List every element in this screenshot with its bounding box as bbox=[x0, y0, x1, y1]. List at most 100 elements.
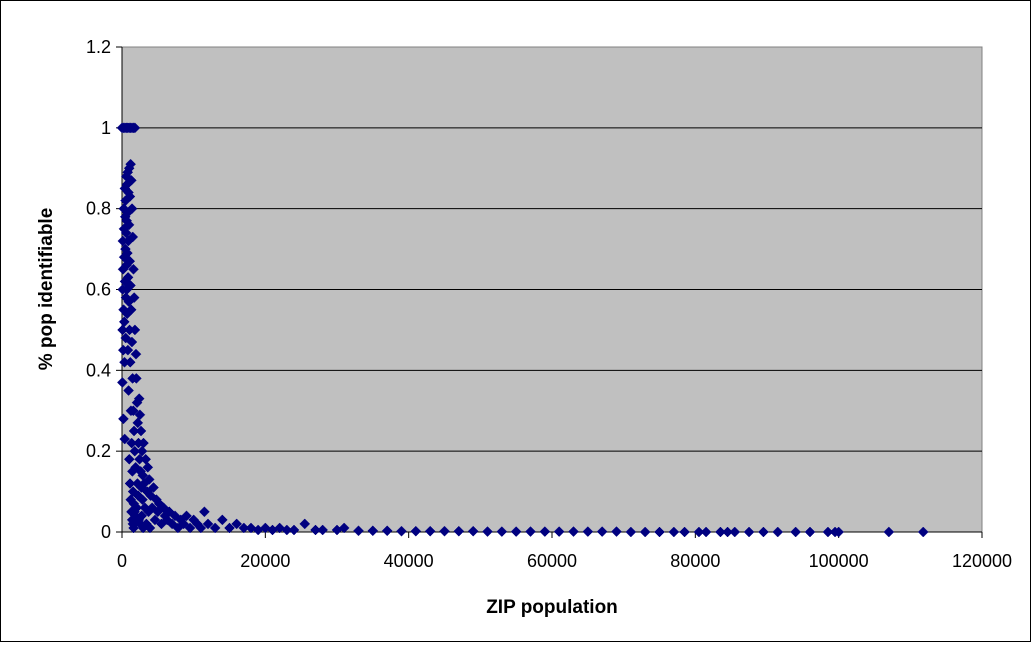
data-point bbox=[127, 405, 139, 417]
data-point bbox=[125, 280, 136, 291]
data-point bbox=[772, 526, 784, 538]
data-point bbox=[496, 526, 508, 537]
data-point bbox=[142, 461, 154, 473]
data-point bbox=[310, 524, 321, 536]
data-point bbox=[126, 203, 138, 215]
data-point bbox=[125, 304, 137, 316]
data-point bbox=[639, 526, 651, 538]
data-point bbox=[668, 526, 680, 538]
data-point bbox=[539, 526, 551, 537]
data-point bbox=[353, 525, 364, 537]
x-tick-label: 100000 bbox=[809, 551, 869, 571]
data-point bbox=[122, 247, 133, 259]
data-point bbox=[119, 433, 131, 445]
data-point bbox=[317, 524, 329, 536]
data-point bbox=[124, 255, 136, 267]
data-point bbox=[790, 526, 802, 538]
y-tick-label: 0.4 bbox=[86, 360, 111, 380]
x-axis-label: ZIP population bbox=[486, 597, 618, 618]
y-tick-label: 0.6 bbox=[86, 280, 111, 300]
data-point bbox=[148, 482, 159, 493]
data-point bbox=[700, 526, 712, 538]
y-tick-label: 1.2 bbox=[86, 37, 111, 57]
data-point bbox=[338, 522, 350, 534]
data-point bbox=[568, 526, 579, 537]
data-point bbox=[553, 526, 565, 537]
data-point bbox=[453, 525, 465, 537]
data-point bbox=[136, 510, 148, 522]
data-point bbox=[917, 526, 929, 538]
x-tick-label: 60000 bbox=[527, 551, 577, 571]
data-point bbox=[693, 526, 705, 538]
data-point bbox=[202, 518, 214, 530]
data-point bbox=[132, 417, 144, 429]
x-tick-label: 0 bbox=[117, 551, 127, 571]
data-point bbox=[367, 525, 379, 537]
data-point bbox=[144, 522, 156, 534]
data-point bbox=[238, 522, 250, 534]
data-point bbox=[118, 316, 130, 328]
data-point bbox=[128, 292, 140, 303]
data-point bbox=[288, 524, 300, 536]
data-point bbox=[130, 348, 142, 360]
data-point bbox=[178, 518, 189, 530]
data-point bbox=[654, 526, 665, 538]
data-point bbox=[125, 175, 137, 186]
data-point bbox=[124, 191, 136, 202]
x-tick-label: 20000 bbox=[240, 551, 290, 571]
data-point bbox=[833, 526, 845, 538]
data-point bbox=[281, 524, 293, 536]
data-point bbox=[123, 385, 134, 396]
x-axis-ticks: 0 20000 40000 60000 80000 100000 120000 bbox=[117, 532, 1012, 571]
data-point bbox=[128, 263, 139, 275]
data-point bbox=[138, 437, 149, 449]
data-point bbox=[143, 474, 155, 485]
data-point bbox=[117, 377, 128, 388]
data-point bbox=[124, 356, 136, 368]
y-tick-label: 0 bbox=[101, 522, 111, 542]
data-point bbox=[129, 445, 141, 457]
data-point bbox=[722, 526, 733, 538]
data-point bbox=[743, 526, 755, 538]
data-point bbox=[679, 526, 690, 538]
data-point bbox=[130, 373, 142, 384]
data-point bbox=[123, 219, 135, 231]
y-axis-label: % pop identifiable bbox=[36, 208, 57, 371]
data-point bbox=[133, 393, 145, 404]
data-point bbox=[224, 522, 235, 534]
data-point bbox=[126, 336, 138, 348]
data-point bbox=[137, 494, 148, 506]
data-point bbox=[467, 525, 479, 537]
data-point bbox=[127, 231, 139, 243]
data-point bbox=[611, 526, 622, 537]
data-point bbox=[758, 526, 769, 538]
data-point bbox=[149, 514, 161, 526]
data-points bbox=[116, 122, 929, 538]
data-point bbox=[209, 522, 221, 534]
data-point bbox=[216, 514, 228, 526]
data-point bbox=[163, 506, 175, 518]
data-point bbox=[123, 453, 135, 465]
data-point bbox=[135, 425, 147, 437]
x-tick-label: 120000 bbox=[952, 551, 1012, 571]
data-point bbox=[729, 526, 741, 538]
y-tick-label: 0.2 bbox=[86, 441, 111, 461]
data-point bbox=[883, 526, 895, 538]
data-point bbox=[184, 522, 196, 534]
data-point bbox=[195, 522, 207, 534]
data-point bbox=[299, 518, 311, 530]
data-point bbox=[122, 272, 134, 283]
data-point bbox=[118, 413, 129, 425]
y-tick-label: 1 bbox=[101, 118, 111, 138]
data-point bbox=[181, 510, 192, 522]
data-point bbox=[822, 526, 834, 538]
data-point bbox=[122, 344, 134, 356]
data-point bbox=[231, 518, 243, 530]
data-point bbox=[482, 526, 493, 537]
data-point bbox=[199, 506, 210, 518]
x-tick-label: 40000 bbox=[384, 551, 434, 571]
data-point bbox=[582, 526, 594, 537]
data-point bbox=[129, 122, 141, 134]
